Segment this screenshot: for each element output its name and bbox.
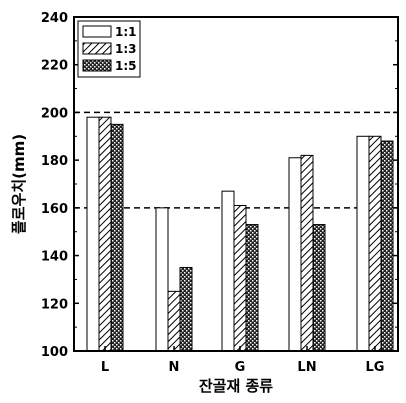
bar-LN-1-1: [288, 157, 302, 352]
bar-LN-1-5: [312, 224, 326, 352]
y-tick-label: 160: [41, 202, 68, 217]
y-tick-label: 100: [41, 345, 68, 360]
bar-G-1-5: [245, 224, 259, 352]
bars-layer: [86, 116, 394, 352]
x-tick-label: N: [169, 360, 180, 375]
bar-L-1-1: [86, 116, 100, 352]
x-tick-label: G: [235, 360, 246, 375]
y-tick-label: 180: [41, 154, 68, 169]
bar-LG-1-3: [368, 135, 382, 352]
bar-N-1-3: [167, 290, 181, 352]
legend-swatch-1-5: [82, 59, 112, 72]
y-tick-label: 120: [41, 297, 68, 312]
bar-N-1-1: [155, 207, 169, 352]
y-tick-label: 140: [41, 250, 68, 265]
bar-LG-1-5: [380, 140, 394, 352]
bar-G-1-1: [221, 190, 235, 352]
bar-LG-1-1: [356, 135, 370, 352]
x-tick-label: LN: [297, 360, 316, 375]
y-tick-label: 220: [41, 59, 68, 74]
legend-label-1-5: 1:5: [115, 59, 137, 73]
bar-L-1-3: [98, 116, 112, 352]
bar-L-1-5: [110, 123, 124, 352]
legend-label-1-1: 1:1: [115, 25, 137, 39]
y-tick-label: 240: [41, 11, 68, 26]
x-axis-title: 잔골재 종류: [199, 377, 273, 395]
legend-swatch-1-3: [82, 42, 112, 55]
bar-N-1-5: [179, 267, 193, 352]
y-tick-label: 200: [41, 106, 68, 121]
bar-LN-1-3: [300, 154, 314, 352]
x-tick-label: LG: [366, 360, 385, 375]
y-axis-title: 플로우치(mm): [10, 134, 28, 234]
x-tick-label: L: [101, 360, 109, 375]
bar-G-1-3: [233, 204, 247, 352]
legend: 1:1 1:3 1:5: [77, 20, 141, 78]
legend-label-1-3: 1:3: [115, 42, 137, 56]
legend-swatch-1-1: [82, 25, 112, 38]
